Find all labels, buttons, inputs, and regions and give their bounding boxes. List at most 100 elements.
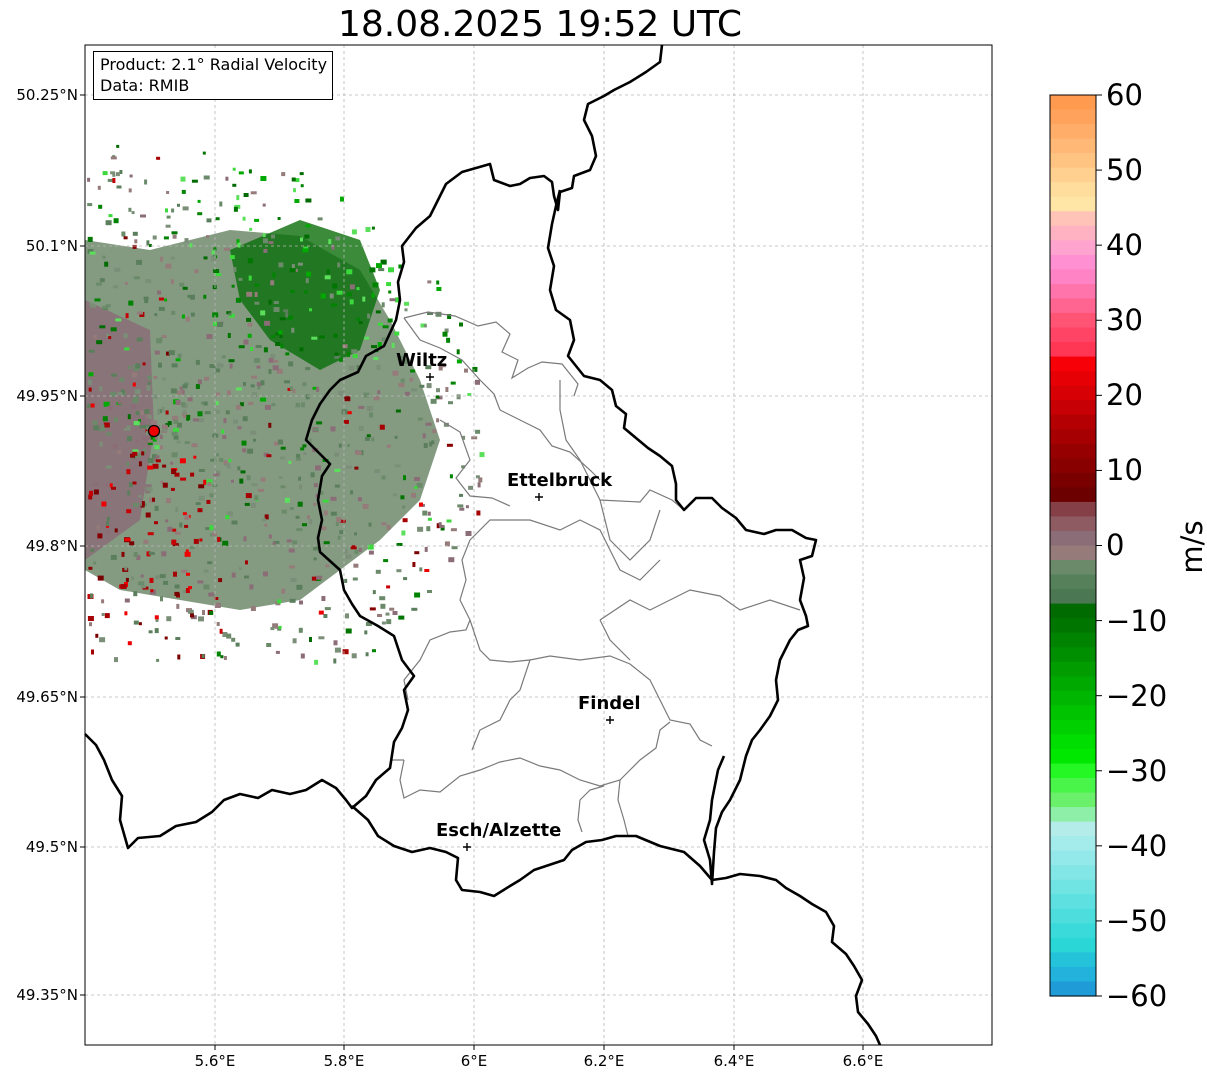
radar-echo-pixel [436, 418, 440, 423]
radar-echo-pixel [356, 287, 360, 291]
radar-echo-pixel [324, 275, 331, 280]
colorbar-color-step [1050, 501, 1096, 518]
radar-echo-pixel [123, 236, 128, 240]
radar-echo-pixel [174, 584, 180, 589]
radar-echo-pixel [132, 382, 136, 387]
radar-echo-pixel [395, 297, 400, 303]
radar-echo-pixel [124, 347, 130, 351]
radar-echo-pixel [248, 169, 252, 174]
radar-echo-pixel [338, 390, 345, 396]
radar-echo-pixel [380, 260, 386, 264]
colorbar-segments [1050, 95, 1096, 997]
radar-echo-pixel [237, 466, 241, 471]
radar-echo-pixel [292, 540, 298, 545]
radar-echo-pixel [346, 465, 353, 469]
radar-echo-pixel [98, 204, 103, 209]
radar-echo-pixel [90, 548, 95, 552]
radar-echo-pixel [248, 402, 254, 405]
radar-echo-pixel [162, 464, 167, 468]
radar-echo-pixel [302, 248, 309, 253]
radar-echo-pixel [217, 362, 220, 368]
canton-line-lux [529, 655, 713, 747]
radar-echo-pixel [400, 378, 405, 383]
radar-echo-pixel [336, 517, 342, 523]
radar-echo-pixel [145, 512, 151, 518]
radar-echo-pixel [182, 384, 188, 389]
radar-echo-pixel [456, 359, 462, 364]
radar-echo-pixel [175, 507, 179, 513]
radar-echo-pixel [394, 435, 398, 439]
radar-echo-pixel [472, 366, 478, 372]
radar-echo-pixel [166, 616, 172, 622]
radar-echo-pixel [110, 327, 117, 332]
radar-echo-pixel [444, 328, 449, 333]
radar-echo-pixel [156, 432, 162, 436]
radar-echo-pixel [318, 610, 324, 615]
radar-echo-pixel [254, 301, 260, 305]
radar-echo-pixel [371, 345, 377, 349]
radar-echo-pixel [274, 624, 278, 629]
radar-echo-pixel [366, 405, 373, 411]
colorbar-color-step [1050, 371, 1096, 387]
radar-echo-inbound [230, 220, 380, 370]
lon-tick-label: 5.8°E [323, 1052, 365, 1070]
radar-echo-pixel [247, 448, 254, 454]
radar-echo-pixel [148, 244, 152, 247]
radar-echo-pixel [371, 226, 375, 230]
radar-echo-pixel [302, 523, 307, 527]
radar-echo-pixel [156, 156, 161, 160]
radar-echo-pixel [97, 185, 101, 190]
radar-echo-pixel [330, 496, 337, 501]
radar-echo-pixel [310, 472, 315, 478]
radar-echo-pixel [229, 363, 233, 369]
radar-echo-pixel [160, 480, 164, 484]
radar-echo-pixel [149, 577, 154, 583]
radar-echo-pixel [315, 465, 321, 471]
radar-echo-pixel [446, 337, 451, 343]
radar-echo-pixel [120, 389, 125, 395]
radar-echo-pixel [427, 517, 432, 521]
radar-echo-pixel [166, 191, 170, 194]
colorbar-color-step [1050, 778, 1096, 794]
radar-echo-pixel [128, 365, 132, 369]
radar-echo-pixel [352, 577, 358, 581]
radar-echo-pixel [356, 365, 360, 370]
radar-echo-pixel [240, 470, 246, 474]
colorbar-color-step [1050, 167, 1096, 183]
radar-echo-pixel [231, 637, 236, 642]
colorbar-color-step [1050, 124, 1096, 140]
radar-echo-pixel [87, 616, 94, 621]
radar-echo-pixel [219, 457, 224, 462]
radar-echo-pixel [128, 207, 132, 212]
colorbar-tick-label: 30 [1106, 303, 1143, 337]
radar-echo-pixel [99, 637, 106, 643]
lat-tick-label: 49.8°N [25, 537, 78, 555]
radar-echo-pixel [392, 370, 399, 376]
radar-echo-pixel [173, 571, 177, 577]
radar-echo-pixel [182, 286, 188, 290]
radar-echo-pixel [109, 483, 113, 488]
radar-echo-pixel [333, 640, 338, 646]
colorbar-color-step [1050, 705, 1096, 721]
radar-echo-pixel [134, 239, 138, 244]
canton-line-north [403, 311, 579, 397]
radar-echo-pixel [239, 478, 244, 484]
radar-echo-pixel [425, 422, 432, 426]
radar-echo-pixel [253, 438, 256, 442]
radar-echo-pixel [146, 385, 151, 391]
radar-echo-pixel [379, 424, 385, 430]
radar-echo-pixel [358, 321, 363, 325]
radar-echo-pixel [445, 387, 449, 392]
colorbar-color-step [1050, 865, 1096, 881]
radar-echo-pixel [398, 383, 405, 388]
radar-echo-pixel [291, 264, 295, 269]
radar-echo-pixel [339, 519, 346, 523]
radar-echo-pixel [87, 249, 94, 254]
radar-echo-pixel [215, 401, 219, 406]
radar-echo-pixel [99, 386, 103, 392]
radar-echo-pixel [278, 262, 284, 268]
radar-echo-pixel [298, 627, 303, 633]
radar-echo-pixel [93, 561, 97, 565]
radar-echo-pixel [335, 236, 341, 241]
radar-echo-pixel [254, 292, 258, 297]
